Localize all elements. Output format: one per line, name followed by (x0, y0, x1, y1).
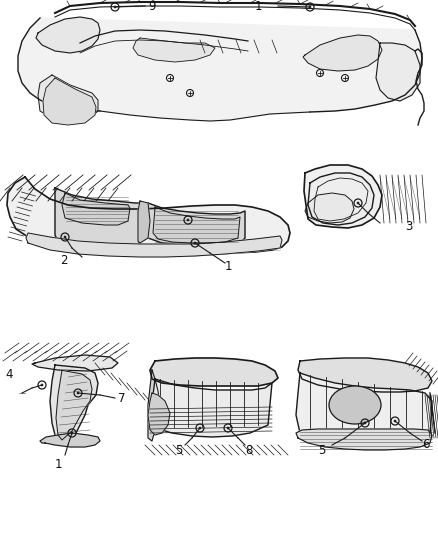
Text: 1: 1 (255, 0, 262, 12)
Polygon shape (62, 193, 130, 225)
Text: 5: 5 (175, 443, 182, 456)
Polygon shape (40, 433, 100, 447)
Polygon shape (148, 203, 245, 246)
Text: 4: 4 (5, 368, 13, 382)
Polygon shape (376, 43, 420, 101)
Polygon shape (43, 78, 96, 125)
Circle shape (357, 202, 359, 204)
Polygon shape (50, 365, 98, 443)
Circle shape (194, 242, 196, 244)
Polygon shape (296, 429, 432, 450)
Circle shape (64, 236, 66, 238)
Polygon shape (32, 355, 118, 371)
Polygon shape (296, 373, 432, 446)
Ellipse shape (329, 386, 381, 424)
Polygon shape (150, 358, 278, 386)
Polygon shape (56, 370, 92, 440)
Circle shape (114, 6, 116, 8)
Text: 1: 1 (55, 458, 63, 472)
Circle shape (199, 427, 201, 429)
Text: 9: 9 (148, 0, 155, 12)
Polygon shape (303, 35, 382, 71)
Circle shape (71, 432, 73, 434)
Text: 7: 7 (118, 392, 126, 405)
Circle shape (187, 219, 189, 221)
Polygon shape (18, 18, 422, 121)
Circle shape (41, 384, 43, 386)
Polygon shape (308, 173, 374, 225)
Circle shape (394, 420, 396, 422)
Polygon shape (38, 75, 98, 121)
Circle shape (227, 427, 229, 429)
Polygon shape (150, 379, 272, 437)
Polygon shape (304, 165, 382, 228)
Polygon shape (138, 201, 150, 243)
Circle shape (364, 422, 366, 424)
Text: 8: 8 (245, 443, 252, 456)
Text: 1: 1 (225, 260, 233, 272)
Polygon shape (55, 188, 140, 248)
Text: 5: 5 (318, 443, 325, 456)
Text: 6: 6 (422, 439, 430, 451)
Circle shape (77, 392, 79, 394)
Polygon shape (148, 370, 160, 441)
Polygon shape (7, 177, 290, 256)
Polygon shape (26, 233, 282, 257)
Text: 2: 2 (60, 254, 67, 266)
Polygon shape (148, 393, 170, 435)
Text: —: — (18, 390, 25, 396)
Polygon shape (298, 358, 432, 392)
Polygon shape (36, 17, 100, 53)
Polygon shape (153, 207, 240, 243)
Text: 3: 3 (405, 220, 412, 232)
Polygon shape (305, 193, 354, 223)
Circle shape (309, 6, 311, 8)
Polygon shape (133, 38, 215, 62)
